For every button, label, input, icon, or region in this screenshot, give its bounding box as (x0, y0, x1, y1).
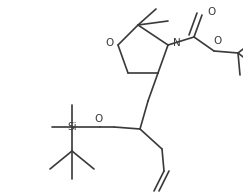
Text: N: N (173, 38, 181, 48)
Text: Si: Si (67, 122, 77, 132)
Text: O: O (105, 38, 113, 48)
Text: O: O (213, 36, 221, 46)
Text: O: O (207, 7, 215, 17)
Text: O: O (94, 114, 102, 124)
